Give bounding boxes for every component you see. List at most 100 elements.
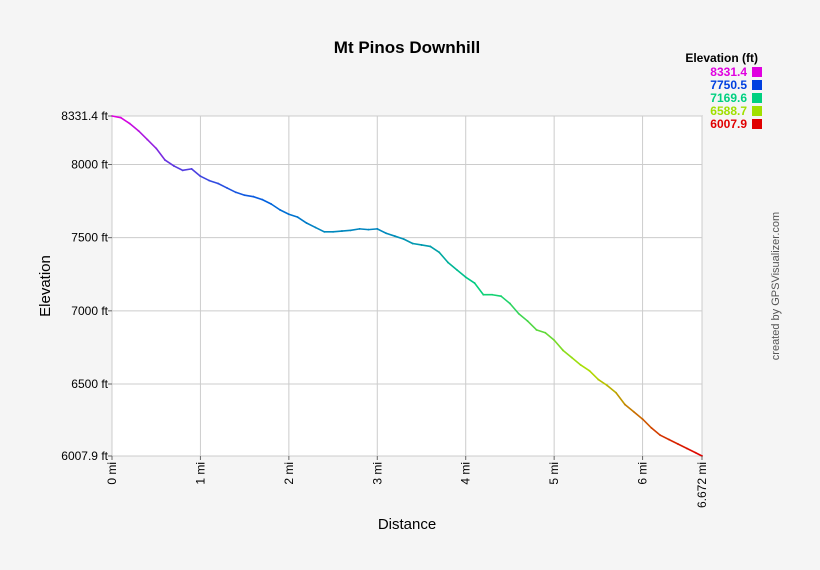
elevation-point <box>164 159 166 162</box>
elevation-segment <box>296 216 308 224</box>
legend-swatch <box>752 93 762 103</box>
elevation-point <box>208 179 211 182</box>
elevation-segment <box>349 228 361 232</box>
elevation-point <box>623 403 626 406</box>
x-tick-label: 3 mi <box>370 462 384 485</box>
elevation-point <box>517 312 520 315</box>
elevation-point <box>473 282 476 284</box>
elevation-point <box>464 276 467 279</box>
elevation-point <box>597 378 600 381</box>
elevation-segment <box>128 122 140 132</box>
x-tick-label: 4 mi <box>459 462 473 485</box>
elevation-point <box>535 328 538 331</box>
elevation-point <box>420 244 423 246</box>
elevation-segment <box>632 410 644 420</box>
legend-swatch <box>752 106 762 116</box>
elevation-point <box>570 356 573 359</box>
x-tick-label: 2 mi <box>282 462 296 485</box>
y-tick-label: 8331.4 ft <box>61 109 108 123</box>
elevation-segment <box>199 175 211 182</box>
legend-title: Elevation (ft) <box>685 51 758 65</box>
x-axis-ticks: 0 mi 1 mi 2 mi 3 mi 4 mi 5 mi 6 mi 6.672 mi <box>105 456 709 508</box>
elevation-segment <box>146 138 158 150</box>
plot-area <box>111 115 703 457</box>
elevation-point <box>615 391 617 394</box>
elevation-point <box>243 194 246 197</box>
elevation-segment <box>473 282 485 296</box>
elevation-segment <box>385 232 396 237</box>
legend-swatch <box>752 119 762 129</box>
y-axis-label: Elevation <box>37 255 54 317</box>
x-tick-label: 1 mi <box>193 462 207 485</box>
elevation-point <box>668 438 671 441</box>
elevation-segment <box>650 427 662 437</box>
elevation-segment <box>164 159 175 167</box>
elevation-point <box>632 410 635 413</box>
elevation-segment <box>447 261 458 271</box>
elevation-segment <box>173 165 184 172</box>
elevation-segment <box>526 320 538 331</box>
y-tick-label: 6500 ft <box>71 377 108 391</box>
legend-swatch <box>752 67 762 77</box>
elevation-segment <box>279 209 290 216</box>
elevation-point <box>411 242 414 245</box>
elevation-segment <box>181 168 193 172</box>
elevation-segment <box>677 443 688 450</box>
elevation-point <box>199 175 202 178</box>
elevation-point <box>553 339 556 341</box>
elevation-segment <box>411 242 423 246</box>
elevation-point <box>146 138 149 141</box>
elevation-point <box>314 226 317 229</box>
elevation-segment <box>615 391 626 406</box>
elevation-segment <box>270 203 281 211</box>
elevation-segment <box>403 238 414 245</box>
elevation-segment <box>314 226 326 233</box>
elevation-point <box>190 167 193 170</box>
elevation-segment <box>597 378 609 387</box>
elevation-segment <box>456 269 467 278</box>
elevation-segment <box>438 251 449 264</box>
y-tick-label: 8000 ft <box>71 157 108 171</box>
elevation-point <box>588 369 591 372</box>
elevation-point <box>579 364 582 366</box>
credit-text: created by GPSVisualizer.com <box>770 212 782 360</box>
elevation-point <box>482 293 485 296</box>
elevation-segment <box>111 115 122 119</box>
elevation-segment <box>420 244 432 248</box>
elevation-point <box>296 216 299 219</box>
elevation-segment <box>517 312 529 322</box>
elevation-segment <box>571 356 582 366</box>
elevation-point <box>659 434 662 437</box>
x-tick-label: 0 mi <box>105 462 119 485</box>
elevation-segment <box>226 187 237 194</box>
y-tick-label: 7000 ft <box>71 304 108 318</box>
elevation-segment <box>685 447 697 454</box>
elevation-point <box>323 230 326 233</box>
elevation-segment <box>606 384 617 394</box>
elevation-point <box>128 122 131 125</box>
elevation-segment <box>120 116 131 125</box>
y-tick-label: 7500 ft <box>71 231 108 245</box>
elevation-line <box>111 115 703 457</box>
elevation-point <box>270 203 273 205</box>
elevation-segment <box>464 276 476 284</box>
elevation-segment <box>190 168 202 178</box>
elevation-point <box>447 261 449 264</box>
elevation-point <box>685 447 688 450</box>
elevation-segment <box>535 329 547 334</box>
elevation-point <box>491 293 494 296</box>
elevation-segment <box>694 451 703 457</box>
elevation-segment <box>252 195 264 201</box>
elevation-segment <box>376 228 387 235</box>
elevation-point <box>429 245 432 248</box>
elevation-segment <box>668 438 679 445</box>
elevation-point <box>376 227 379 230</box>
legend-value: 6588.7 <box>710 104 747 118</box>
legend-value: 7750.5 <box>710 78 747 92</box>
elevation-point <box>181 169 184 172</box>
elevation-point <box>367 228 370 231</box>
elevation-segment <box>394 235 405 240</box>
elevation-point <box>394 235 396 238</box>
legend-swatch <box>752 80 762 90</box>
